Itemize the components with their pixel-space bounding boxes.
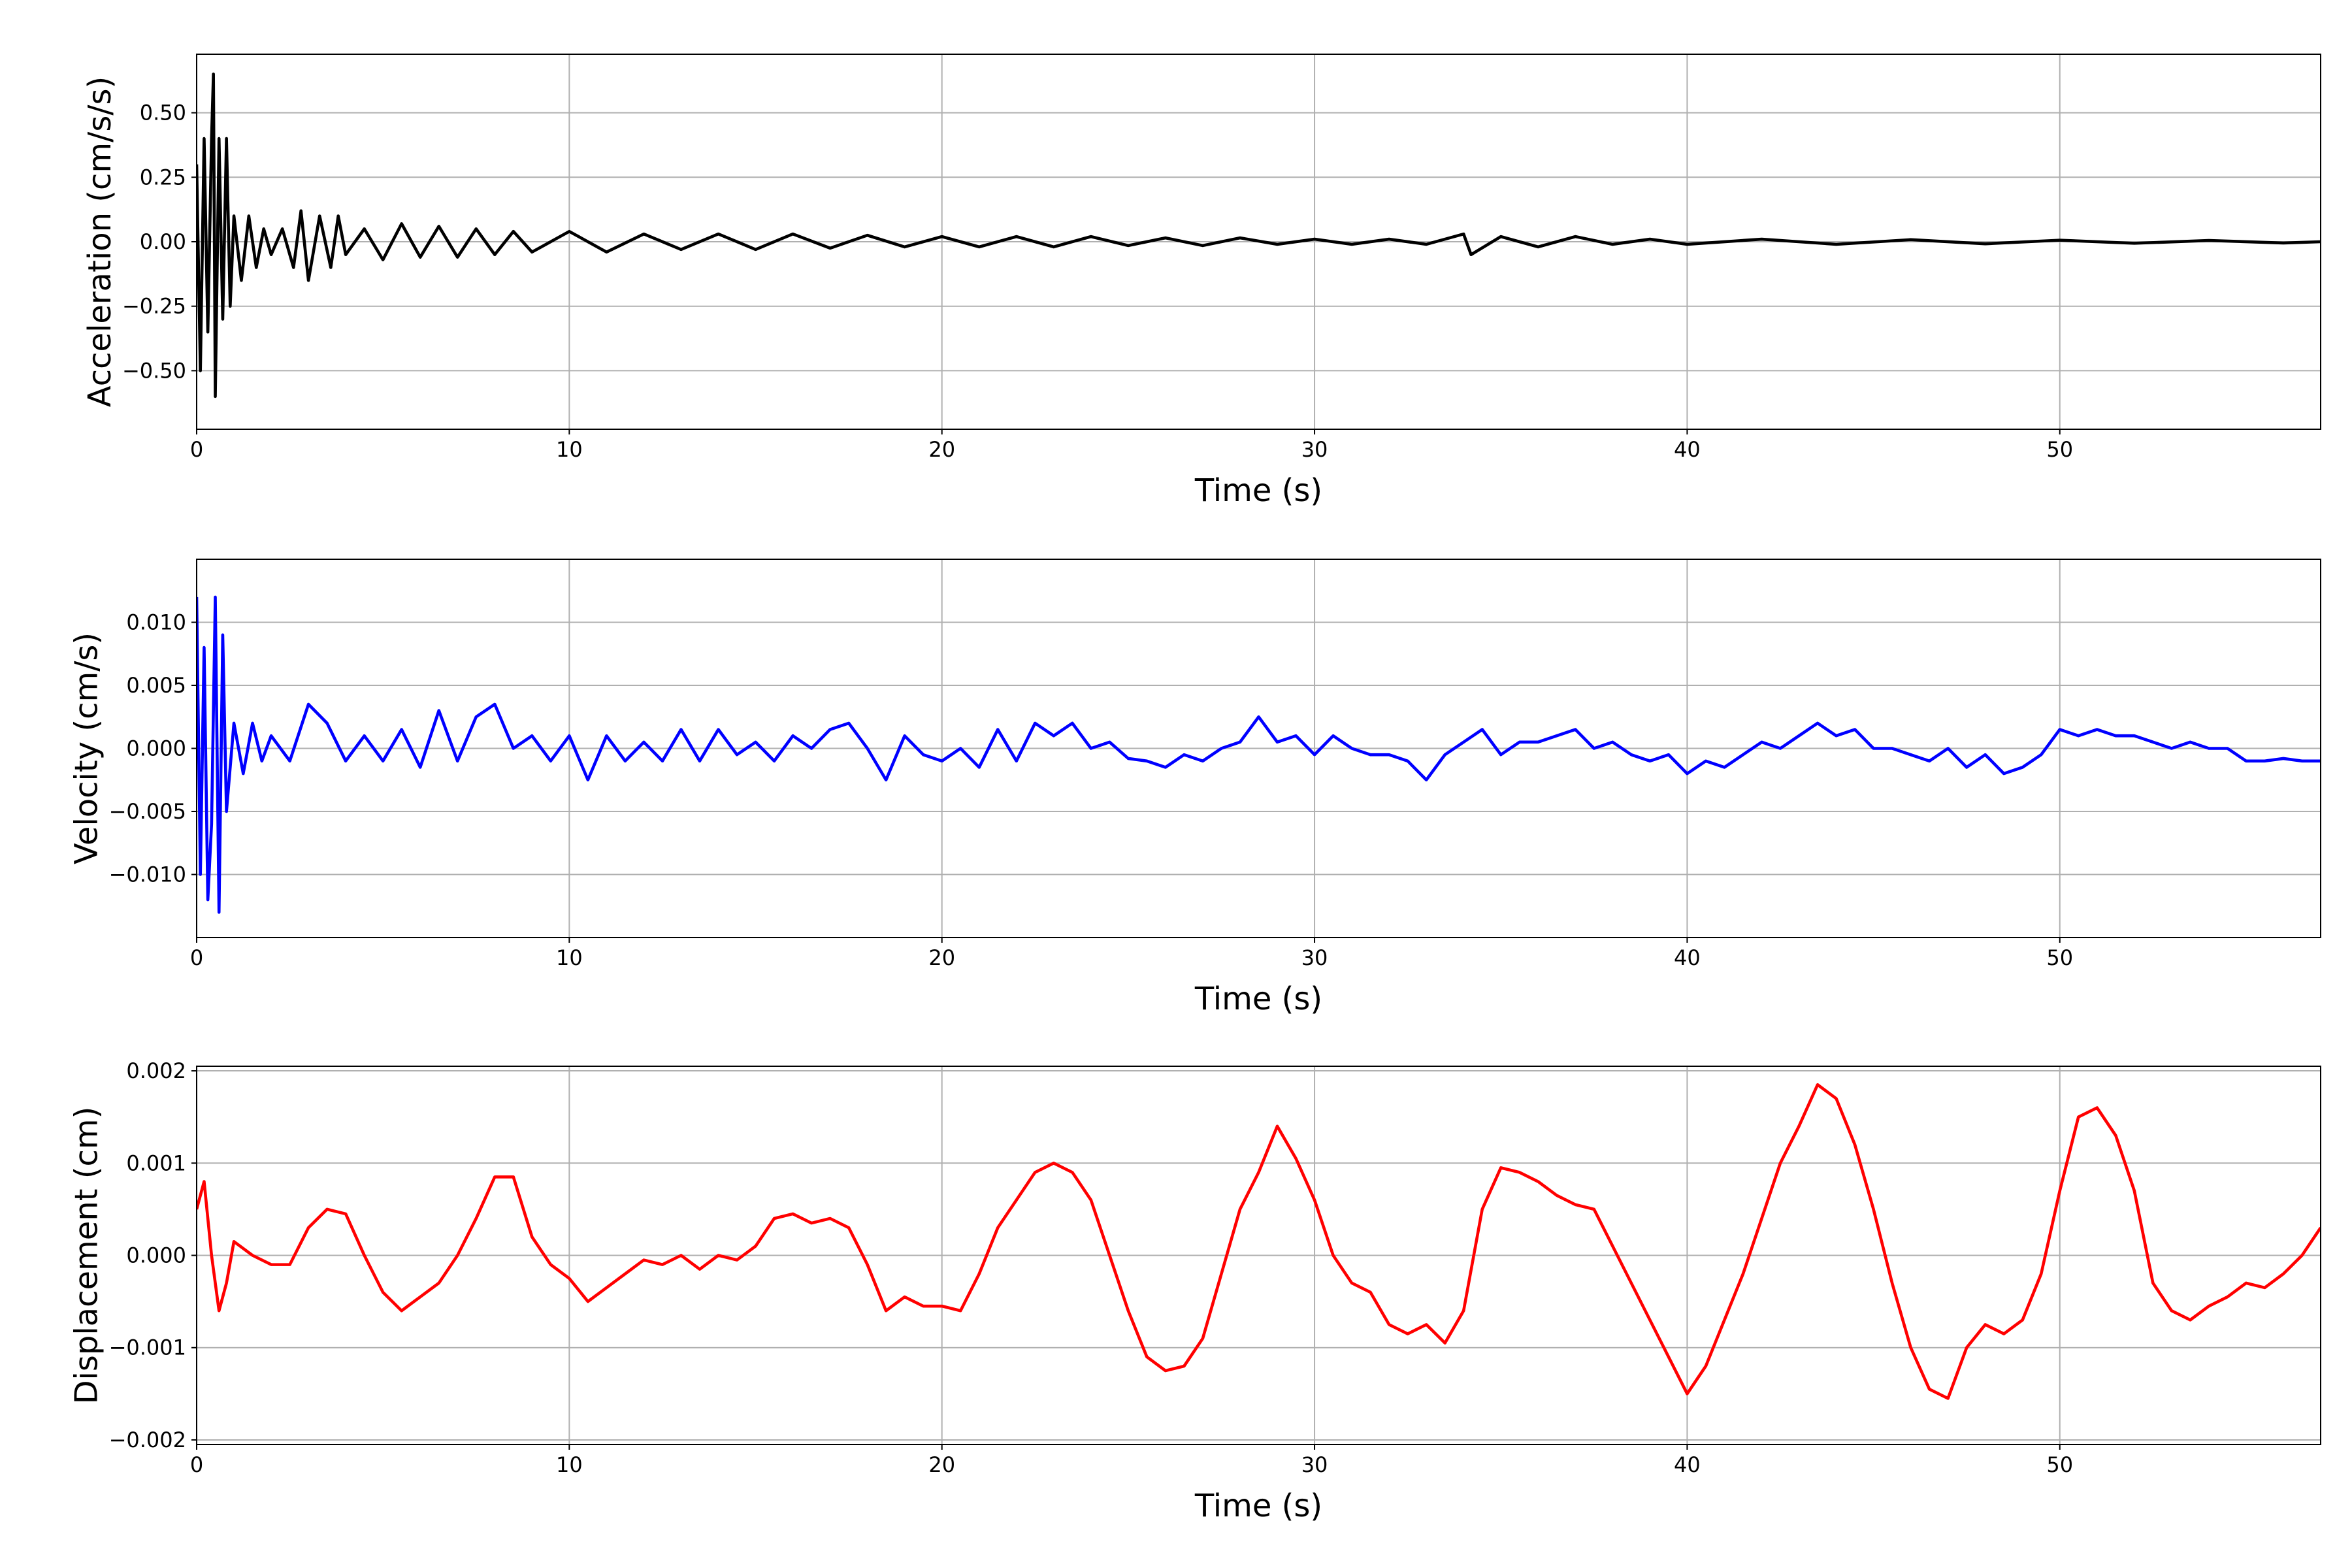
- x-tick-label: 10: [556, 437, 583, 462]
- y-tick-label: 0.000: [126, 1243, 186, 1268]
- x-tick-label: 50: [2046, 437, 2073, 462]
- y-tick-label: 0.002: [126, 1058, 186, 1083]
- y-axis-label: Acceleration (cm/s/s): [82, 76, 118, 407]
- data-line: [197, 1083, 2321, 1400]
- x-tick-label: 30: [1301, 945, 1328, 970]
- x-tick-label: 0: [190, 945, 203, 970]
- axes-frame: [196, 559, 2321, 938]
- x-tick-label: 30: [1301, 437, 1328, 462]
- data-line: [197, 73, 2321, 399]
- y-tick-label: −0.005: [109, 799, 186, 824]
- axes-frame: [196, 54, 2321, 430]
- plot-area: [197, 595, 2321, 914]
- x-tick-label: 10: [556, 1452, 583, 1477]
- y-tick-label: 0.50: [140, 101, 186, 125]
- x-tick-label: 0: [190, 437, 203, 462]
- x-tick-label: 50: [2046, 1452, 2073, 1477]
- y-tick-label: −0.50: [122, 358, 186, 383]
- x-tick-label: 20: [928, 945, 955, 970]
- x-tick-label: 40: [1674, 1452, 1701, 1477]
- plot-area: [197, 73, 2321, 399]
- x-tick-label: 20: [928, 437, 955, 462]
- y-tick-label: −0.010: [109, 862, 186, 887]
- y-tick-label: 0.005: [126, 673, 186, 698]
- subplot: 0 10 20 30 40 50 −0.010 −0.005 0.000 0.005 0.010 Ti…: [69, 559, 2321, 1017]
- x-axis-label: Time (s): [1194, 1488, 1322, 1524]
- x-axis-label: Time (s): [1194, 981, 1322, 1017]
- y-tick-label: −0.25: [122, 294, 186, 319]
- axes-frame: [196, 1066, 2321, 1445]
- y-tick-label: 0.001: [126, 1151, 186, 1175]
- y-tick-label: −0.002: [109, 1428, 186, 1452]
- x-tick-label: 50: [2046, 945, 2073, 970]
- y-tick-label: −0.001: [109, 1335, 186, 1360]
- y-axis-label: Displacement (cm): [69, 1107, 105, 1405]
- x-tick-label: 0: [190, 1452, 203, 1477]
- x-tick-label: 10: [556, 945, 583, 970]
- data-line: [197, 595, 2321, 914]
- x-tick-label: 20: [928, 1452, 955, 1477]
- subplot: 0 10 20 30 40 50 −0.50 −0.25 0.00 0.25 0.50 Time (s…: [82, 54, 2321, 509]
- x-tick-label: 40: [1674, 437, 1701, 462]
- x-axis-label: Time (s): [1194, 472, 1322, 509]
- y-tick-label: 0.000: [126, 736, 186, 761]
- y-tick-label: 0.010: [126, 610, 186, 635]
- y-tick-label: 0.25: [140, 165, 186, 189]
- subplot: 0 10 20 30 40 50 −0.002 −0.001 0.000 0.001 0.002 Ti…: [69, 1058, 2321, 1524]
- y-axis-label: Velocity (cm/s): [69, 632, 105, 864]
- y-tick-label: 0.00: [140, 229, 186, 254]
- plot-area: [197, 1083, 2321, 1400]
- x-tick-label: 40: [1674, 945, 1701, 970]
- x-tick-label: 30: [1301, 1452, 1328, 1477]
